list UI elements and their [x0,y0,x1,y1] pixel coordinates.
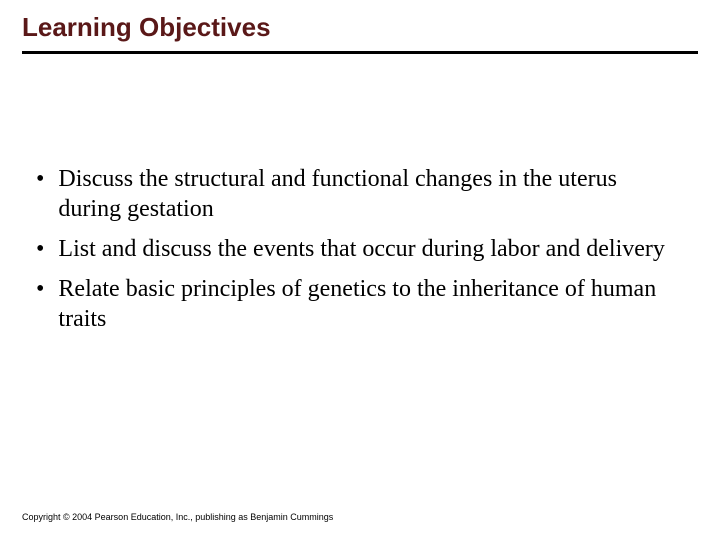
bullet-text: Relate basic principles of genetics to t… [58,274,680,334]
content-area: • Discuss the structural and functional … [0,54,720,334]
bullet-item: • List and discuss the events that occur… [36,234,680,264]
copyright-footer: Copyright © 2004 Pearson Education, Inc.… [22,512,333,522]
bullet-text: Discuss the structural and functional ch… [58,164,680,224]
slide-title: Learning Objectives [0,0,720,51]
bullet-marker: • [36,164,44,194]
bullet-item: • Discuss the structural and functional … [36,164,680,224]
bullet-marker: • [36,234,44,264]
slide-container: Learning Objectives • Discuss the struct… [0,0,720,540]
bullet-text: List and discuss the events that occur d… [58,234,665,264]
bullet-marker: • [36,274,44,304]
bullet-item: • Relate basic principles of genetics to… [36,274,680,334]
